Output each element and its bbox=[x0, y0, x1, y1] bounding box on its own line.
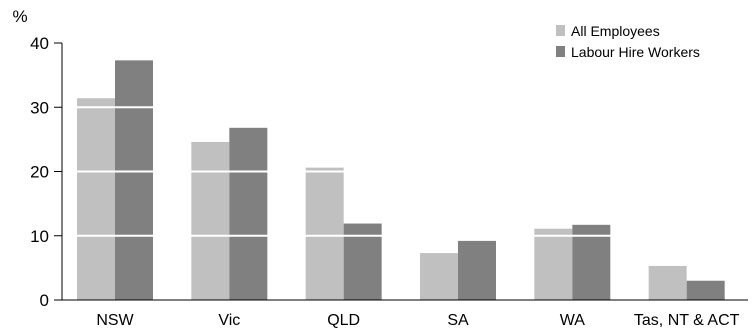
bar-tas-nt-act-labour-hire-workers bbox=[686, 280, 725, 300]
bar-nsw-labour-hire-workers bbox=[115, 60, 153, 300]
bars-group bbox=[77, 60, 725, 300]
y-tick-label-30: 30 bbox=[30, 98, 49, 117]
legend-label-all-employees: All Employees bbox=[571, 23, 660, 39]
y-tick-label-40: 40 bbox=[30, 34, 49, 53]
bar-vic-labour-hire-workers bbox=[229, 127, 268, 300]
y-axis-unit-label: % bbox=[12, 7, 27, 26]
x-tick-label-tas-nt-act: Tas, NT & ACT bbox=[634, 312, 740, 329]
bar-wa-all-employees bbox=[534, 228, 573, 300]
bar-wa-labour-hire-workers bbox=[572, 224, 611, 300]
x-tick-label-vic: Vic bbox=[218, 312, 240, 329]
x-labels-group: NSW Vic QLD SA WA Tas, NT & ACT bbox=[96, 312, 739, 329]
bar-tas-nt-act-all-employees bbox=[648, 265, 687, 300]
y-tick-label-10: 10 bbox=[30, 227, 49, 246]
x-tick-label-sa: SA bbox=[447, 312, 469, 329]
y-tick-label-20: 20 bbox=[30, 163, 49, 182]
y-tick-label-0: 0 bbox=[40, 291, 49, 310]
x-tick-label-wa: WA bbox=[560, 312, 586, 329]
x-tick-label-nsw: NSW bbox=[96, 312, 134, 329]
bar-vic-all-employees bbox=[191, 141, 230, 300]
bar-sa-labour-hire-workers bbox=[458, 240, 496, 300]
bar-sa-all-employees bbox=[420, 253, 458, 300]
y-ticks-group: 0 10 20 30 40 bbox=[30, 34, 62, 310]
legend-swatch-all-employees bbox=[556, 25, 565, 36]
bar-nsw-all-employees bbox=[77, 98, 115, 300]
legend-label-labour-hire-workers: Labour Hire Workers bbox=[571, 44, 700, 60]
legend: All Employees Labour Hire Workers bbox=[556, 23, 700, 60]
legend-swatch-labour-hire-workers bbox=[556, 46, 565, 57]
gridlines-group bbox=[62, 42, 748, 237]
bar-qld-all-employees bbox=[305, 167, 344, 300]
x-tick-label-qld: QLD bbox=[327, 312, 360, 329]
